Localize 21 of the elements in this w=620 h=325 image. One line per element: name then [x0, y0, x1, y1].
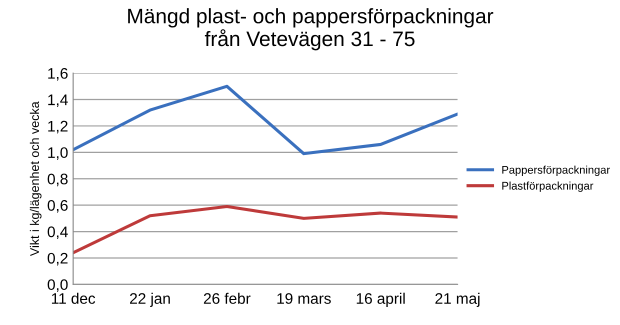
y-tick-label: 0,8 — [48, 174, 68, 186]
y-tick-label: 0,4 — [48, 226, 68, 240]
line-series — [73, 84, 458, 156]
legend-label: Plastförpackningar — [502, 182, 594, 192]
x-tick-label: 21 maj — [435, 292, 480, 307]
y-tick-label: 1,6 — [48, 68, 68, 81]
x-tick-label: 11 dec — [52, 292, 96, 304]
line-series — [73, 204, 458, 254]
y-tick-label: 0,0 — [48, 279, 68, 292]
x-tick-label: 19 mars — [277, 293, 331, 304]
y-tick-label: 0,6 — [48, 200, 68, 213]
y-axis-title: Vikt i kg/lägenhet och vecka — [30, 101, 42, 256]
x-tick-label: 26 febr — [204, 292, 250, 304]
y-tick-label: 1,2 — [48, 120, 68, 134]
x-tick-label: 16 april — [356, 292, 405, 307]
y-tick-label: 1,0 — [48, 147, 68, 160]
y-tick-label: 1,4 — [48, 94, 68, 108]
y-tick-label: 0,2 — [48, 252, 68, 266]
x-tick-label: 22 jan — [130, 292, 170, 307]
chart-title: Mängd plast- och pappersförpackningar från Vetevägen 31 - 75 — [128, 8, 494, 50]
legend-label: Pappersförpackningar — [502, 166, 610, 176]
